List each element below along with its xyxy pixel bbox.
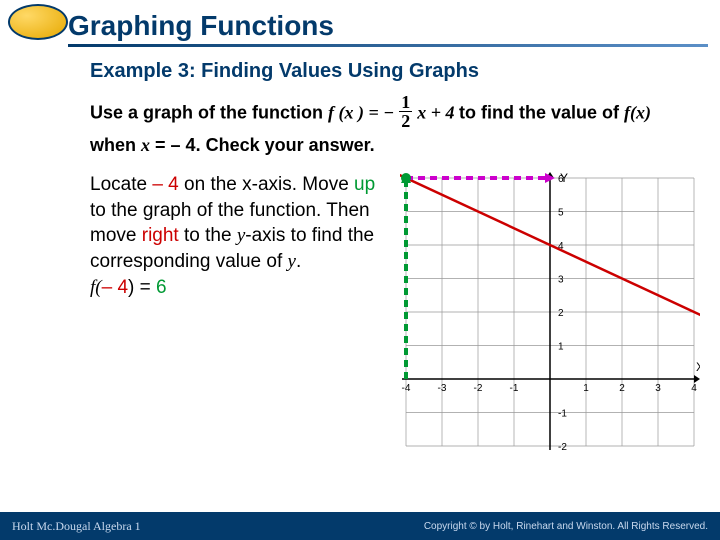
neg-sign: −: [383, 102, 394, 122]
svg-text:2: 2: [558, 308, 564, 319]
t6: .: [296, 251, 301, 272]
footer-right-text: Copyright © by Holt, Rinehart and Winsto…: [424, 521, 708, 532]
numerator: 1: [399, 93, 412, 112]
y-var: y: [288, 251, 296, 272]
svg-text:-3: -3: [438, 383, 447, 394]
svg-text:-4: -4: [402, 383, 411, 394]
problem-text-1: Use a graph of the function: [90, 102, 328, 122]
svg-text:1: 1: [558, 342, 564, 353]
t-green-up: up: [354, 174, 375, 195]
t-red-right: right: [142, 225, 179, 246]
body-row: Locate – 4 on the x-axis. Move up to the…: [90, 172, 700, 452]
page-title: Graphing Functions: [68, 10, 334, 42]
svg-text:3: 3: [655, 383, 661, 394]
content-area: Example 3: Finding Values Using Graphs U…: [0, 48, 720, 452]
fx-label: f(x): [624, 102, 651, 122]
svg-text:1: 1: [583, 383, 589, 394]
y-axis-ref: y: [237, 225, 245, 246]
footer-bar: Holt Mc.Dougal Algebra 1 Copyright © by …: [0, 512, 720, 540]
logo-oval-icon: [8, 4, 68, 40]
denominator: 2: [399, 112, 412, 130]
graph-container: -4-3-2-11234-2-1123456XY: [400, 172, 700, 452]
example-heading: Example 3: Finding Values Using Graphs: [90, 60, 700, 83]
footer-left-text: Holt Mc.Dougal Algebra 1: [12, 519, 141, 534]
problem-text-2: to find the value of: [459, 102, 624, 122]
svg-text:3: 3: [558, 275, 564, 286]
result-paren: ) =: [128, 277, 156, 298]
title-underline: [68, 44, 708, 47]
header: Graphing Functions: [0, 0, 720, 48]
svg-text:-1: -1: [510, 383, 519, 394]
svg-text:-2: -2: [558, 442, 567, 452]
explanation-text: Locate – 4 on the x-axis. Move up to the…: [90, 172, 388, 452]
x-var: x: [141, 135, 150, 155]
svg-text:4: 4: [691, 383, 697, 394]
svg-text:2: 2: [619, 383, 625, 394]
t-red-1: – 4: [152, 174, 178, 195]
when-text: when: [90, 135, 141, 155]
eq-text: = – 4. Check your answer.: [155, 135, 375, 155]
result-val: 6: [156, 277, 167, 298]
t2: on the x-axis. Move: [179, 174, 354, 195]
svg-text:-2: -2: [474, 383, 483, 394]
t1: Locate: [90, 174, 152, 195]
result-arg: – 4: [102, 277, 128, 298]
fn-rhs: x + 4: [417, 102, 459, 122]
problem-statement: Use a graph of the function f (x ) = − 1…: [90, 95, 700, 158]
result-f: f(: [90, 277, 102, 298]
svg-text:Y: Y: [560, 172, 568, 185]
t4: to the: [179, 225, 237, 246]
fraction: 12: [399, 93, 412, 130]
fn-lhs: f (x ) =: [328, 102, 383, 122]
svg-text:5: 5: [558, 208, 564, 219]
svg-text:-1: -1: [558, 409, 567, 420]
svg-text:X: X: [696, 360, 700, 374]
graph-svg: -4-3-2-11234-2-1123456XY: [400, 172, 700, 452]
